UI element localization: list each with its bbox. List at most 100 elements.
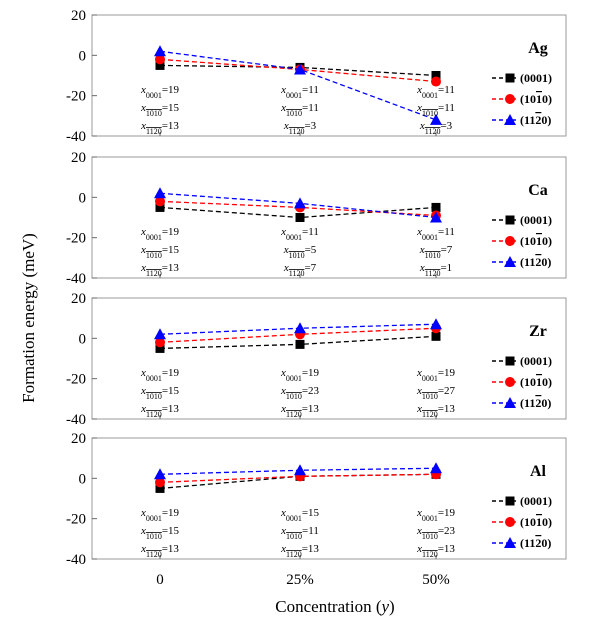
annotation-text: x0001=11 <box>280 226 319 242</box>
data-point <box>295 213 305 222</box>
x-tick-label: 0 <box>156 572 164 588</box>
x-axis-title-main: Concentration ( <box>275 597 382 616</box>
data-point <box>155 54 165 65</box>
data-point <box>430 113 442 125</box>
y-tick-label: -40 <box>66 552 86 568</box>
data-point <box>294 322 306 334</box>
legend-label: (0001) <box>520 494 552 508</box>
legend-marker <box>505 73 515 83</box>
annotation-text: x0001=19 <box>280 367 320 383</box>
data-point <box>155 337 165 348</box>
legend-label: (0001) <box>520 71 552 85</box>
data-point <box>430 462 442 474</box>
annotation-text: x1010=27 <box>416 385 456 401</box>
annotation-text: x1010=5 <box>283 244 317 260</box>
legend-label: (1010) <box>520 515 552 529</box>
panel-frame <box>91 297 567 420</box>
legend-label: (1010) <box>520 375 552 389</box>
annotation-text: x0001=15 <box>280 507 320 523</box>
y-tick-label: -40 <box>66 271 86 287</box>
annotation-text: x1010=23 <box>416 525 456 541</box>
y-tick-label: 20 <box>71 8 86 24</box>
legend-marker <box>505 377 515 387</box>
annotation-text: x1120=13 <box>416 403 455 419</box>
annotation-text: x1120=13 <box>280 403 319 419</box>
annotation-text: x1010=15 <box>140 244 180 260</box>
annotation-text: x0001=19 <box>140 507 180 523</box>
x-axis-title-close: ) <box>389 597 395 616</box>
annotation-text: x1010=7 <box>419 244 453 260</box>
legend-marker <box>505 94 515 104</box>
legend-label: (1120) <box>520 113 551 127</box>
data-point <box>431 71 441 80</box>
annotation-text: x0001=19 <box>140 84 180 100</box>
legend-marker <box>504 537 516 548</box>
annotation-text: x1120=13 <box>140 543 179 559</box>
y-tick-label: 20 <box>71 150 86 166</box>
legend-label: (1010) <box>520 234 552 248</box>
data-point <box>295 339 305 349</box>
legend-label: (1120) <box>520 396 551 410</box>
legend-label: (0001) <box>520 213 552 227</box>
data-point <box>294 464 306 476</box>
panel-al: 20 0 -20 -40 Al x0001=19 x1010=15 x1120=13 x0001… <box>66 431 567 568</box>
y-tick-label: -20 <box>66 512 86 528</box>
legend-marker <box>504 256 516 267</box>
y-tick-label: 20 <box>71 291 86 307</box>
annotation-text: x1010=23 <box>280 385 320 401</box>
annotation-text: x1010=11 <box>280 525 319 541</box>
legend-label: (1120) <box>520 536 551 550</box>
annotation-text: x0001=11 <box>416 226 455 242</box>
legend-marker <box>505 236 515 246</box>
legend-marker <box>505 356 515 366</box>
y-tick-label: -40 <box>66 129 86 145</box>
annotation-text: x0001=19 <box>140 367 180 383</box>
data-point <box>155 196 165 207</box>
x-tick-label: 50% <box>422 572 450 588</box>
element-label: Al <box>530 463 547 480</box>
panel-ca: 20 0 -20 -40 Ca x0001=19 x1010=15 x1120=13 x0001… <box>66 150 567 287</box>
panel-frame <box>91 14 567 137</box>
annotation-text: x1120=13 <box>280 543 319 559</box>
data-point <box>155 483 165 493</box>
data-point <box>155 343 165 353</box>
legend-label: (0001) <box>520 354 552 368</box>
legend-marker <box>505 215 515 225</box>
element-label: Zr <box>529 323 547 340</box>
data-point <box>154 328 166 340</box>
data-point <box>431 202 441 212</box>
x-axis-title: Concentration (y) <box>275 597 394 616</box>
y-tick-label: -20 <box>66 372 86 388</box>
y-axis-title: Formation energy (meV) <box>19 233 38 403</box>
y-tick-label: -40 <box>66 412 86 428</box>
y-tick-label: -20 <box>66 89 86 105</box>
y-tick-label: 0 <box>79 190 87 206</box>
data-point <box>154 468 166 480</box>
data-point <box>431 331 441 341</box>
element-label: Ca <box>528 182 548 199</box>
legend-label: (1010) <box>520 92 552 106</box>
panels-layer: 20 0 -20 -40 Ag x0001=19 x1010=15 x1120=13 x0001… <box>66 8 567 588</box>
y-tick-label: 0 <box>79 331 87 347</box>
annotation-text: x0001=19 <box>416 507 456 523</box>
data-point <box>294 63 306 75</box>
annotation-text: x1120=13 <box>140 120 179 136</box>
y-tick-label: -20 <box>66 231 86 247</box>
annotation-text: x0001=11 <box>280 84 319 100</box>
data-point <box>154 45 166 57</box>
data-point <box>154 187 166 199</box>
legend-marker <box>505 517 515 527</box>
element-label: Ag <box>528 40 548 57</box>
y-tick-label: 0 <box>79 471 87 487</box>
panel-frame <box>91 437 567 560</box>
y-tick-label: 0 <box>79 48 87 64</box>
legend-marker <box>505 496 515 506</box>
y-tick-label: 20 <box>71 431 86 447</box>
annotation-text: x1120=3 <box>419 120 453 136</box>
annotation-text: x1120=13 <box>140 262 179 278</box>
annotation-text: x1120=3 <box>283 120 317 136</box>
annotation-text: x1120=7 <box>283 262 317 278</box>
annotation-text: x1010=15 <box>140 525 180 541</box>
data-point <box>430 318 442 330</box>
